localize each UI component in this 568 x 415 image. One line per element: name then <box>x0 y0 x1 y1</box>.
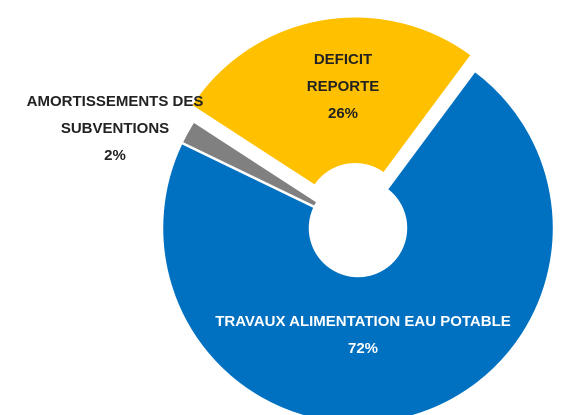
value-label: 2% <box>104 147 126 164</box>
slice <box>179 119 320 209</box>
category-label: DEFICIT REPORTE <box>306 51 380 95</box>
slice-label: AMORTISSEMENTS DES SUBVENTIONS 2% <box>0 88 230 169</box>
slice <box>160 68 556 415</box>
slice-label: TRAVAUX ALIMENTATION EAU POTABLE 72% <box>213 308 513 362</box>
category-label: AMORTISSEMENTS DES SUBVENTIONS <box>26 93 204 137</box>
category-label: TRAVAUX ALIMENTATION EAU POTABLE <box>215 313 511 330</box>
value-label: 26% <box>327 105 359 122</box>
slice <box>189 15 474 188</box>
slice-label: DEFICIT REPORTE 26% <box>298 46 388 127</box>
value-label: 72% <box>347 340 379 357</box>
